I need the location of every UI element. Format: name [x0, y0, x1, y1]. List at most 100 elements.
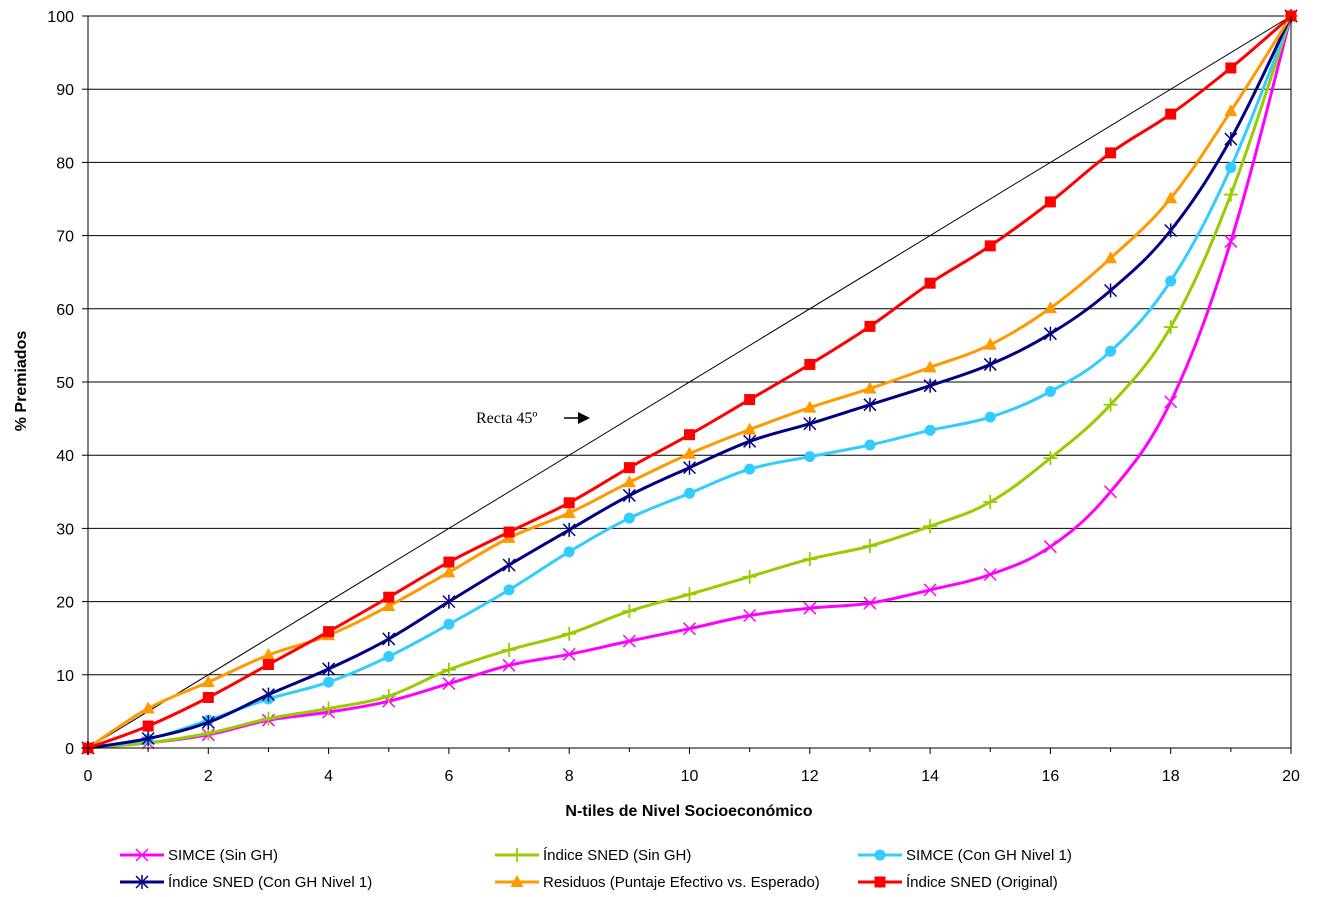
marker-stroke	[1164, 395, 1178, 409]
point-marker-triangle	[743, 422, 757, 435]
point-marker-star	[562, 522, 576, 537]
marker-stroke	[502, 658, 516, 672]
point-marker-square	[874, 876, 886, 888]
point-marker-star	[442, 594, 456, 609]
point-marker-triangle	[1164, 191, 1178, 204]
point-marker-star	[622, 488, 636, 503]
point-marker-plus	[1103, 397, 1118, 412]
legend-label: Índice SNED (Con GH Nivel 1)	[168, 874, 372, 891]
x-tick-label: 12	[801, 768, 819, 785]
point-marker-star	[141, 731, 155, 746]
point-marker-x	[1043, 540, 1057, 554]
point-marker-circle	[1044, 386, 1056, 398]
point-marker-plus	[983, 495, 998, 510]
point-marker-square	[984, 240, 996, 252]
point-marker-circle	[744, 463, 756, 475]
y-tick-label: 60	[56, 302, 74, 319]
point-marker-star	[863, 397, 877, 412]
point-marker-x	[863, 596, 877, 610]
point-marker-plus	[802, 552, 817, 567]
marker-stroke	[1224, 234, 1238, 248]
point-marker-x	[1104, 485, 1118, 499]
point-marker-circle	[684, 487, 695, 499]
point-marker-square	[503, 526, 515, 538]
series-line	[87, 15, 1293, 750]
series-ndice-sned-original	[82, 10, 1297, 754]
arrow-right-icon	[578, 412, 590, 424]
marker-stroke	[983, 567, 997, 582]
point-marker-star	[682, 460, 697, 475]
series-ndice-sned-sin-gh	[81, 9, 1298, 755]
y-tick-label: 30	[56, 521, 74, 538]
y-tick-label: 20	[56, 595, 74, 612]
point-marker-triangle	[863, 381, 877, 394]
point-marker-star	[135, 875, 149, 889]
point-marker-triangle	[622, 475, 636, 488]
point-marker-circle	[874, 849, 886, 861]
point-marker-plus	[261, 711, 276, 726]
point-marker-square	[202, 691, 214, 703]
point-marker-circle	[323, 676, 335, 688]
point-marker-x	[743, 608, 757, 623]
point-marker-x	[1164, 395, 1178, 409]
x-tick-label: 18	[1162, 768, 1180, 785]
point-marker-circle	[924, 424, 936, 436]
legend-item: Índice SNED (Con GH Nivel 1)	[120, 874, 372, 891]
point-marker-x	[502, 658, 516, 672]
point-marker-x	[622, 634, 636, 648]
tick-labels: 0 10 20 30 40 50 60 70 80 90 100 0 2 4 6 8 10 12 14 16 18 20	[47, 9, 1300, 785]
point-marker-square	[1225, 62, 1237, 74]
point-marker-square	[1165, 108, 1177, 120]
annotation-recta-45: Recta 45º	[476, 410, 590, 427]
x-tick-label: 20	[1282, 768, 1300, 785]
point-marker-square	[443, 556, 455, 568]
point-marker-square	[323, 626, 335, 638]
point-marker-x	[682, 622, 697, 636]
legend-item: Índice SNED (Sin GH)	[495, 847, 691, 864]
point-marker-triangle	[803, 400, 817, 413]
point-marker-circle	[1165, 275, 1177, 287]
point-marker-x	[923, 583, 937, 597]
point-marker-square	[804, 358, 816, 370]
point-marker-circle	[563, 546, 575, 558]
point-marker-square	[744, 394, 756, 406]
point-marker-plus	[510, 848, 524, 862]
point-marker-star	[803, 416, 817, 431]
x-tick-label: 2	[204, 768, 213, 785]
point-marker-plus	[321, 701, 336, 716]
series-line	[87, 15, 1293, 750]
point-marker-triangle	[1104, 251, 1118, 264]
point-marker-x	[135, 848, 149, 862]
y-tick-label: 100	[47, 9, 74, 26]
point-marker-plus	[1163, 320, 1178, 335]
point-marker-triangle	[562, 506, 576, 519]
point-marker-star	[1164, 223, 1178, 238]
point-marker-square	[262, 659, 274, 671]
point-marker-x	[562, 647, 576, 661]
point-marker-square	[623, 462, 635, 474]
point-marker-plus	[1223, 187, 1238, 202]
x-tick-label: 0	[84, 768, 93, 785]
point-marker-triangle	[1224, 104, 1238, 117]
point-marker-square	[1105, 147, 1117, 159]
point-marker-triangle	[683, 446, 696, 459]
x-tick-label: 14	[921, 768, 939, 785]
point-marker-triangle	[382, 598, 396, 611]
point-marker-star	[743, 434, 757, 449]
series-line	[87, 15, 1293, 750]
legend-item: SIMCE (Sin GH)	[120, 847, 278, 864]
legend-item: Residuos (Puntaje Efectivo vs. Esperado)	[495, 874, 820, 891]
point-marker-triangle	[923, 360, 937, 373]
point-marker-square	[1044, 196, 1056, 208]
point-marker-plus	[441, 662, 456, 677]
point-marker-circle	[1105, 345, 1117, 357]
point-marker-star	[201, 715, 215, 730]
legend-item: SIMCE (Con GH Nivel 1)	[858, 847, 1072, 864]
x-tick-label: 10	[681, 768, 699, 785]
annotation-label: Recta 45º	[476, 410, 537, 427]
x-tick-label: 4	[324, 768, 333, 785]
legend-label: Índice SNED (Sin GH)	[543, 847, 691, 864]
reference-line	[87, 15, 1292, 749]
legend-item: Índice SNED (Original)	[858, 874, 1058, 891]
marker-stroke	[682, 622, 697, 636]
